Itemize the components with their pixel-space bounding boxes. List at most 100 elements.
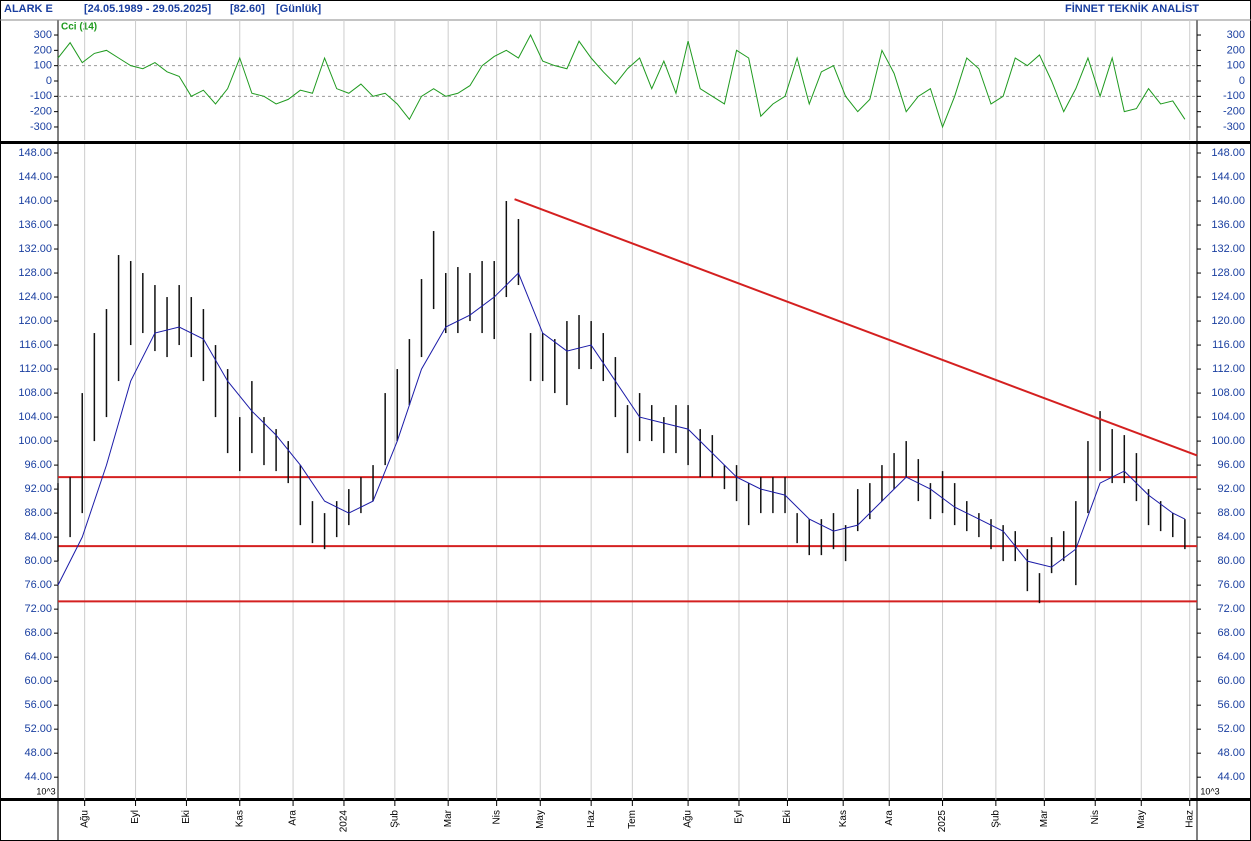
- y-tick-label: 92.00: [1217, 483, 1245, 495]
- x-tick-label: Kas: [234, 810, 245, 827]
- y-tick-label: 68.00: [24, 627, 52, 639]
- y-tick-label: 100: [1227, 60, 1245, 72]
- y-tick-label: 136.00: [18, 219, 52, 231]
- y-tick-label: 72.00: [1217, 603, 1245, 615]
- y-tick-label: 64.00: [1217, 651, 1245, 663]
- y-tick-label: 100.00: [18, 435, 52, 447]
- y-tick-label: 108.00: [1211, 387, 1245, 399]
- y-tick-label: -300: [1223, 121, 1245, 133]
- last-price: [82.60]: [230, 3, 265, 15]
- y-tick-label: 300: [1227, 29, 1245, 41]
- y-tick-label: 72.00: [24, 603, 52, 615]
- unit-label: 10^3: [1200, 786, 1219, 796]
- y-tick-label: 56.00: [1217, 699, 1245, 711]
- y-tick-label: 60.00: [24, 675, 52, 687]
- y-tick-label: -100: [1223, 90, 1245, 102]
- date-range: [24.05.1989 - 29.05.2025]: [84, 3, 212, 15]
- y-tick-label: -200: [1223, 106, 1245, 118]
- x-tick-label: May: [1136, 810, 1147, 829]
- unit-label: 10^3: [36, 786, 55, 796]
- indicator-title: Cci (14): [61, 22, 97, 33]
- y-tick-label: 68.00: [1217, 627, 1245, 639]
- y-tick-label: 128.00: [1211, 267, 1245, 279]
- y-tick-label: -300: [30, 121, 52, 133]
- y-tick-label: 120.00: [18, 315, 52, 327]
- y-tick-label: 124.00: [18, 291, 52, 303]
- brand: FİNNET TEKNİK ANALİST: [1065, 2, 1199, 15]
- x-tick-label: Ağu: [79, 810, 90, 828]
- y-tick-label: 44.00: [1217, 771, 1245, 783]
- y-tick-label: 60.00: [1217, 675, 1245, 687]
- y-tick-label: -100: [30, 90, 52, 102]
- y-tick-label: 88.00: [24, 507, 52, 519]
- y-tick-label: 84.00: [24, 531, 52, 543]
- y-tick-label: 104.00: [1211, 411, 1245, 423]
- y-tick-label: 76.00: [1217, 579, 1245, 591]
- moving-average: [57, 272, 1186, 586]
- y-tick-label: 136.00: [1211, 219, 1245, 231]
- y-tick-label: 144.00: [18, 171, 52, 183]
- x-tick-label: Mar: [1039, 809, 1050, 827]
- y-tick-label: 52.00: [24, 723, 52, 735]
- y-tick-label: 124.00: [1211, 291, 1245, 303]
- y-tick-label: 108.00: [18, 387, 52, 399]
- y-tick-label: 64.00: [24, 651, 52, 663]
- x-tick-label: Nis: [1090, 810, 1101, 824]
- trendline: [514, 198, 1198, 457]
- y-tick-label: 84.00: [1217, 531, 1245, 543]
- cci-line: [57, 33, 1186, 129]
- y-tick-label: 120.00: [1211, 315, 1245, 327]
- y-tick-label: 76.00: [24, 579, 52, 591]
- period: [Günlük]: [276, 3, 322, 15]
- x-tick-label: Tem: [627, 810, 638, 829]
- y-tick-label: 148.00: [18, 147, 52, 159]
- y-tick-label: 92.00: [24, 483, 52, 495]
- y-tick-label: 104.00: [18, 411, 52, 423]
- y-tick-label: 0: [46, 75, 52, 87]
- x-tick-label: Eyl: [130, 810, 141, 824]
- x-tick-label: Ara: [884, 810, 895, 826]
- x-tick-label: Şub: [990, 810, 1001, 828]
- x-tick-label: 2024: [339, 810, 350, 833]
- y-tick-label: 300: [34, 29, 52, 41]
- y-tick-label: 52.00: [1217, 723, 1245, 735]
- y-tick-label: 0: [1239, 75, 1245, 87]
- y-tick-label: -200: [30, 106, 52, 118]
- y-tick-label: 80.00: [24, 555, 52, 567]
- y-tick-label: 100: [34, 60, 52, 72]
- y-tick-label: 56.00: [24, 699, 52, 711]
- panel-divider: [0, 141, 1251, 144]
- x-tick-label: 2025: [937, 810, 948, 833]
- y-tick-label: 88.00: [1217, 507, 1245, 519]
- y-tick-label: 200: [34, 44, 52, 56]
- y-tick-label: 48.00: [1217, 747, 1245, 759]
- x-tick-label: Şub: [389, 810, 400, 828]
- x-tick-label: May: [535, 810, 546, 829]
- x-tick-label: Ağu: [683, 810, 694, 828]
- panel-divider: [0, 798, 1251, 801]
- y-tick-label: 200: [1227, 44, 1245, 56]
- y-tick-label: 44.00: [24, 771, 52, 783]
- y-tick-label: 148.00: [1211, 147, 1245, 159]
- y-tick-label: 132.00: [18, 243, 52, 255]
- x-tick-label: Haz: [1184, 810, 1195, 828]
- x-tick-label: Ara: [288, 810, 299, 826]
- y-tick-label: 140.00: [18, 195, 52, 207]
- x-tick-label: Haz: [586, 810, 597, 828]
- y-tick-label: 96.00: [1217, 459, 1245, 471]
- y-tick-label: 100.00: [1211, 435, 1245, 447]
- y-tick-label: 80.00: [1217, 555, 1245, 567]
- x-tick-label: Kas: [838, 810, 849, 827]
- x-tick-label: Eyl: [734, 810, 745, 824]
- x-tick-label: Eki: [181, 810, 192, 824]
- x-tick-label: Nis: [491, 810, 502, 824]
- x-tick-label: Mar: [443, 809, 454, 827]
- y-tick-label: 144.00: [1211, 171, 1245, 183]
- x-tick-label: Eki: [782, 810, 793, 824]
- y-tick-label: 112.00: [19, 363, 52, 375]
- y-tick-label: 112.00: [1212, 363, 1245, 375]
- y-tick-label: 132.00: [1211, 243, 1245, 255]
